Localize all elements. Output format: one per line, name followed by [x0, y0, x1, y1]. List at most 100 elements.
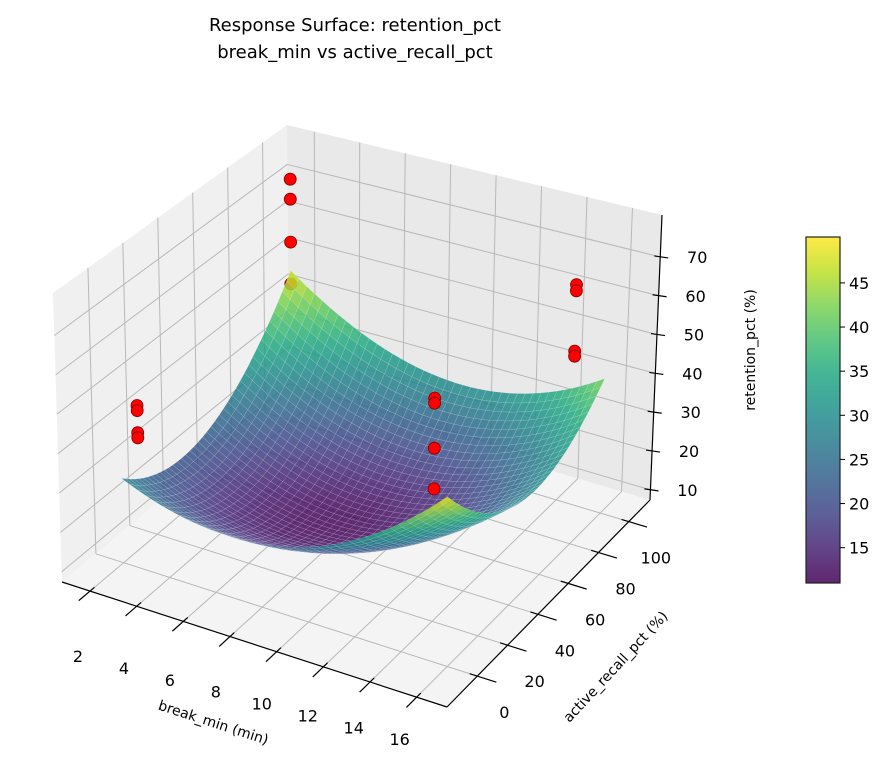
- x-tick-mark: [312, 662, 328, 678]
- left-gridline-y: [192, 192, 199, 470]
- tick-labels: 2 4 6 8 10 12 14 16 0 20 40 60 80 100 10 20 30 40 50 60 70: [73, 248, 708, 749]
- scatter-point: [131, 431, 145, 445]
- left-pane: [53, 125, 289, 582]
- surface-facet: [265, 320, 278, 339]
- surface-facet: [571, 419, 585, 431]
- z-tick-mark: [652, 294, 667, 298]
- scatter-point: [283, 172, 297, 186]
- x-tick-mark: [125, 601, 142, 617]
- chart-title: Response Surface: retention_pct: [209, 15, 501, 36]
- back-gridline-z: [287, 273, 656, 374]
- left-gridline-z: [55, 200, 288, 376]
- scatter-point: [568, 349, 581, 363]
- colorbar-frame: [805, 236, 841, 584]
- colorbar-tick-label: 45: [849, 274, 869, 293]
- surface-facet: [547, 459, 562, 470]
- z-tick-label: 70: [687, 248, 707, 267]
- surface-facet: [563, 433, 577, 445]
- x-tick-label: 2: [73, 647, 83, 666]
- surface-facet: [579, 403, 593, 416]
- z-tick-mark: [649, 371, 664, 376]
- left-gridline-z: [58, 310, 289, 494]
- left-gridline-y: [122, 242, 131, 526]
- z-tick-mark: [654, 255, 669, 259]
- y-tick-mark: [621, 518, 648, 528]
- scatter-point: [428, 396, 442, 410]
- z-tick-label: 50: [684, 326, 704, 345]
- y-tick-mark: [590, 549, 618, 559]
- z-tick-mark: [647, 410, 662, 414]
- left-gridline-z: [56, 237, 289, 415]
- x-tick-mark: [171, 617, 189, 632]
- z-tick-mark: [650, 332, 666, 337]
- scatter-point: [130, 404, 144, 418]
- surface-facet: [509, 501, 522, 509]
- surface-facet: [256, 339, 270, 357]
- z-tick-label: 10: [677, 481, 697, 500]
- scatter-point: [284, 235, 298, 249]
- scatter-point: [570, 284, 583, 298]
- y-tick-mark: [469, 673, 497, 683]
- y-tick-mark: [499, 642, 527, 652]
- x-axis-line: [61, 581, 448, 708]
- scatter-point: [283, 192, 297, 206]
- x-tick-mark: [265, 647, 282, 663]
- surface-facet: [473, 512, 488, 519]
- surface-facet: [466, 511, 480, 518]
- floor-gridline-x: [416, 491, 622, 698]
- scatter-points-front: [130, 172, 583, 496]
- surface-facet: [252, 347, 266, 365]
- colorbar-gradient: [806, 237, 840, 583]
- y-axis-line: [446, 499, 651, 708]
- axis-lines: [61, 214, 669, 708]
- left-gridline-y: [157, 217, 165, 498]
- y-tick-mark: [530, 611, 557, 621]
- surface-facet: [524, 488, 538, 497]
- x-tick-mark: [359, 677, 375, 693]
- z-tick-label: 40: [682, 364, 702, 383]
- floor-gridline-y: [129, 525, 508, 646]
- surface-facet: [489, 511, 503, 518]
- colorbar: 15 20 25 30 35 40 45: [805, 236, 869, 584]
- colorbar-tick-label: 20: [849, 495, 869, 514]
- x-tick-mark: [405, 692, 422, 708]
- colorbar-tick-label: 40: [849, 318, 869, 337]
- floor-gridline-x: [369, 478, 579, 683]
- x-tick-label: 16: [389, 730, 409, 749]
- surface-facet: [438, 496, 452, 506]
- x-tick-mark: [218, 632, 235, 647]
- y-tick-mark: [560, 580, 587, 590]
- x-tick-label: 12: [298, 706, 318, 725]
- z-tick-label: 20: [679, 442, 699, 461]
- surface-facet: [458, 508, 472, 516]
- surface-facet: [575, 411, 589, 424]
- left-gridline-y: [227, 167, 232, 441]
- z-axis-line: [649, 214, 663, 501]
- surface-facet: [469, 512, 484, 519]
- scatter-point: [427, 482, 441, 496]
- z-axis-label: retention_pct (%): [743, 289, 759, 411]
- colorbar-tick-label: 35: [849, 362, 869, 381]
- scatter-point: [427, 441, 441, 455]
- z-tick-mark: [644, 488, 659, 492]
- colorbar-tick-label: 30: [849, 406, 869, 425]
- floor-gridline-y: [95, 553, 478, 677]
- y-axis-label: active_recall_pct (%): [561, 609, 672, 726]
- back-gridline-x: [577, 196, 588, 479]
- surface-facet: [555, 446, 570, 458]
- left-gridline-y: [87, 267, 97, 554]
- chart-subtitle: break_min vs active_recall_pct: [217, 42, 492, 63]
- left-gridline-z: [57, 273, 289, 455]
- surface-facet: [532, 479, 545, 489]
- surface-facet: [264, 346, 278, 364]
- x-tick-mark: [78, 586, 95, 602]
- surface-facet: [588, 386, 602, 400]
- z-tick-label: 30: [681, 403, 701, 422]
- surface-facet: [454, 506, 468, 515]
- y-tick-label: 100: [641, 549, 672, 568]
- y-tick-label: 40: [555, 641, 575, 660]
- surface-facet: [583, 395, 598, 408]
- z-tick-mark: [645, 449, 661, 453]
